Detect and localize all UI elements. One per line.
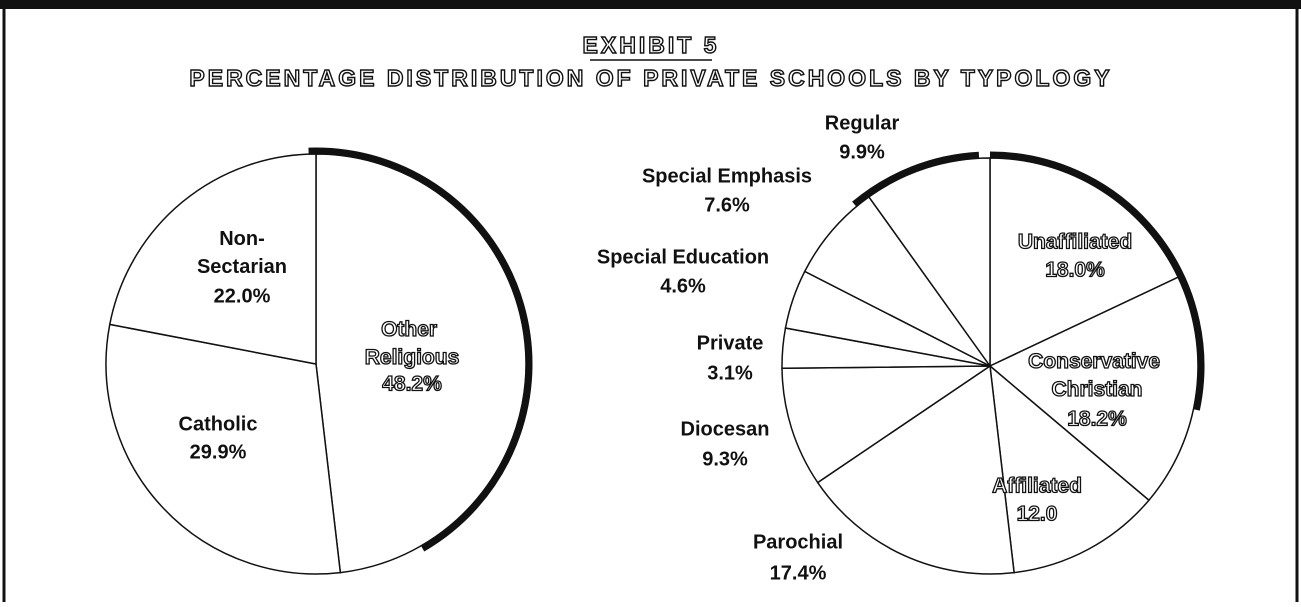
slice-label: Diocesan xyxy=(681,418,770,440)
slice-label: Regular xyxy=(825,112,900,134)
slice-label: Special Emphasis xyxy=(642,165,812,187)
rim-shadow xyxy=(308,147,533,552)
slice-value-label: 9.9% xyxy=(839,141,885,163)
slice-value-label: 3.1% xyxy=(707,362,753,384)
slice-value-label: 48.2% xyxy=(382,373,442,396)
top-border xyxy=(0,0,1301,9)
slice-value-label: 17.4% xyxy=(770,562,827,584)
slice-value-label: 12.0 xyxy=(1017,503,1058,526)
rim-shadow xyxy=(989,151,1205,411)
slice-value-label: 7.6% xyxy=(704,194,750,216)
pie-slice xyxy=(989,364,1150,574)
pie-slice xyxy=(105,323,342,575)
slice-label: Catholic xyxy=(179,413,258,435)
slice-label: Conservative Christian xyxy=(1028,350,1166,401)
pie-slice xyxy=(781,365,993,484)
slice-value-label: 29.9% xyxy=(190,441,247,463)
slice-value-label: 9.3% xyxy=(702,448,748,470)
slice-label: Other Religious xyxy=(365,318,460,369)
chart-title: EXHIBIT 5 xyxy=(583,32,720,58)
slice-label: Non-Sectarian xyxy=(197,228,287,278)
slice-value-label: 18.2% xyxy=(1067,408,1127,431)
chart-subtitle: PERCENTAGE DISTRIBUTION OF PRIVATE SCHOO… xyxy=(189,65,1112,91)
slice-value-label: 18.0% xyxy=(1045,259,1105,282)
slice-value-label: 4.6% xyxy=(660,275,706,297)
slice-label: Affiliated xyxy=(992,475,1082,498)
pie-slice xyxy=(816,364,1015,575)
rim-shadow xyxy=(852,151,980,208)
slice-label: Special Education xyxy=(597,246,769,268)
slice-label: Private xyxy=(697,332,764,354)
slice-value-label: 22.0% xyxy=(214,285,271,307)
slice-label: Parochial xyxy=(753,531,843,553)
pie-slice xyxy=(108,153,317,365)
slice-label: Unaffiliated xyxy=(1018,231,1132,254)
